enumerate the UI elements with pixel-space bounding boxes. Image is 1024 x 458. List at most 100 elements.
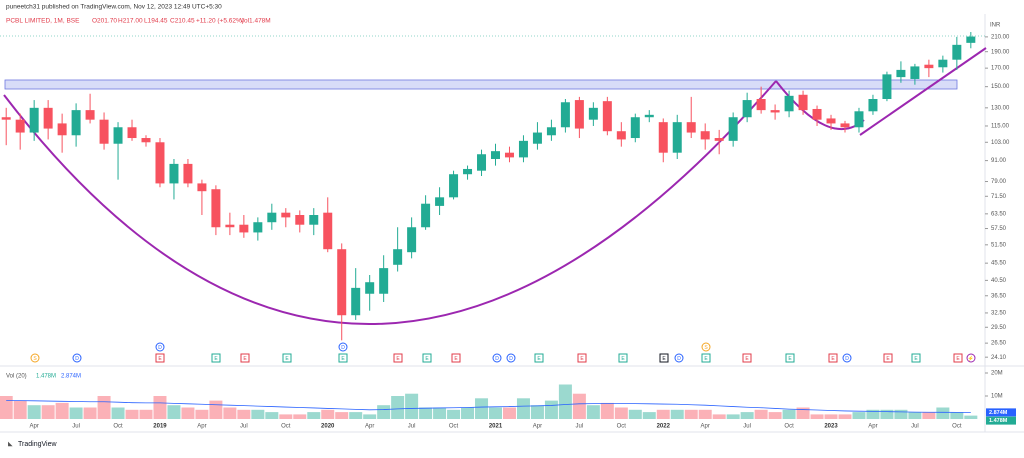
y-tick-label: 29.50 — [991, 325, 1007, 331]
candle-body — [85, 110, 95, 120]
event-marker — [966, 353, 976, 363]
candle-body — [1, 117, 11, 120]
x-tick-label: Apr — [868, 424, 877, 430]
event-badge — [828, 353, 838, 363]
event-badge — [338, 342, 348, 352]
event-badge — [842, 353, 852, 363]
event-label: D — [495, 356, 499, 362]
volume-bar — [824, 414, 838, 419]
event-badge — [883, 353, 893, 363]
event-marker — [674, 353, 684, 363]
candle-body — [588, 107, 598, 120]
legend-value: L194.45 — [144, 18, 168, 25]
x-tick-label: 2022 — [657, 424, 671, 430]
volume-bar — [433, 407, 447, 419]
volume-bar — [447, 409, 461, 419]
event-marker — [155, 342, 165, 352]
candle-body — [337, 249, 347, 316]
volume-bar — [489, 407, 502, 419]
volume-last: 1.478M — [36, 374, 56, 380]
volume-bar — [321, 409, 335, 419]
event-label: E — [662, 356, 666, 362]
legend-value: H217.00 — [118, 18, 143, 25]
event-label: S — [33, 356, 37, 362]
volume-bar — [125, 409, 139, 419]
volume-bar — [502, 407, 516, 419]
event-label: D — [75, 356, 79, 362]
x-tick-label: Apr — [533, 424, 542, 430]
volume-bar — [223, 407, 237, 419]
candle-body — [253, 222, 263, 233]
y-tick-label: 45.50 — [991, 261, 1007, 267]
volume-bar — [153, 396, 167, 419]
event-label: E — [214, 356, 218, 362]
y-tick-label: 57.50 — [991, 226, 1007, 232]
brand-name: TradingView — [18, 441, 57, 448]
candle-body — [351, 287, 361, 316]
event-badge — [211, 353, 221, 363]
resistance-zone — [4, 79, 958, 90]
volume-bar — [181, 407, 195, 419]
candle-body — [71, 110, 81, 136]
y-tick-label: 32.50 — [991, 311, 1007, 317]
event-label: E — [158, 356, 162, 362]
volume-bar — [419, 407, 433, 419]
event-marker — [911, 353, 921, 363]
volume-bar — [894, 409, 908, 419]
candle-body — [938, 59, 948, 68]
event-badge — [618, 353, 628, 363]
volume-bar — [69, 407, 83, 419]
event-marker — [422, 353, 432, 363]
volume-bar — [838, 414, 852, 419]
candle-body — [169, 163, 179, 184]
event-label: ⚡ — [968, 355, 974, 362]
candle-body — [295, 215, 305, 225]
candle-body — [574, 100, 584, 129]
event-marker — [618, 353, 628, 363]
candle-body — [421, 203, 431, 228]
y-tick-label: 71.50 — [991, 194, 1007, 200]
volume-bar — [936, 407, 950, 419]
x-tick-label: Oct — [617, 424, 627, 430]
event-marker — [534, 353, 544, 363]
y-tick-label: 24.10 — [991, 355, 1007, 361]
volume-bar — [391, 396, 405, 419]
volume-bar — [139, 409, 153, 419]
brand-logo: ◣ — [8, 442, 13, 448]
event-badge — [742, 353, 752, 363]
event-badge — [72, 353, 82, 363]
x-tick-label: Jul — [743, 424, 751, 430]
volume-tag-label: 1.478M — [989, 418, 1008, 424]
candle-body — [532, 132, 542, 144]
y-tick-label: 170.00 — [991, 66, 1010, 72]
volume-bar — [41, 405, 55, 419]
event-label: E — [285, 356, 289, 362]
event-badge — [422, 353, 432, 363]
candle-body — [449, 174, 459, 198]
event-marker — [701, 342, 711, 352]
candle-body — [840, 123, 850, 128]
candle-body — [393, 249, 403, 265]
volume-bar — [684, 409, 698, 419]
event-label: D — [509, 356, 513, 362]
volume-tick-label: 10M — [991, 394, 1003, 400]
candle-body — [924, 64, 934, 69]
x-tick-label: 2021 — [489, 424, 503, 430]
candle-body — [225, 224, 235, 228]
x-tick-label: 2019 — [153, 424, 167, 430]
volume-bar — [209, 400, 223, 419]
trend-line — [859, 47, 987, 136]
volume-bar — [544, 400, 558, 419]
event-label: E — [341, 356, 345, 362]
event-marker — [842, 353, 852, 363]
event-badge — [506, 353, 516, 363]
candle-body — [952, 44, 962, 60]
x-tick-label: Oct — [449, 424, 459, 430]
candle-body — [966, 36, 976, 43]
volume-bar — [922, 412, 936, 419]
event-marker — [492, 353, 502, 363]
volume-bar — [307, 412, 321, 419]
candle-body — [756, 98, 766, 111]
volume-bar — [726, 414, 740, 419]
candle-body — [155, 142, 165, 184]
